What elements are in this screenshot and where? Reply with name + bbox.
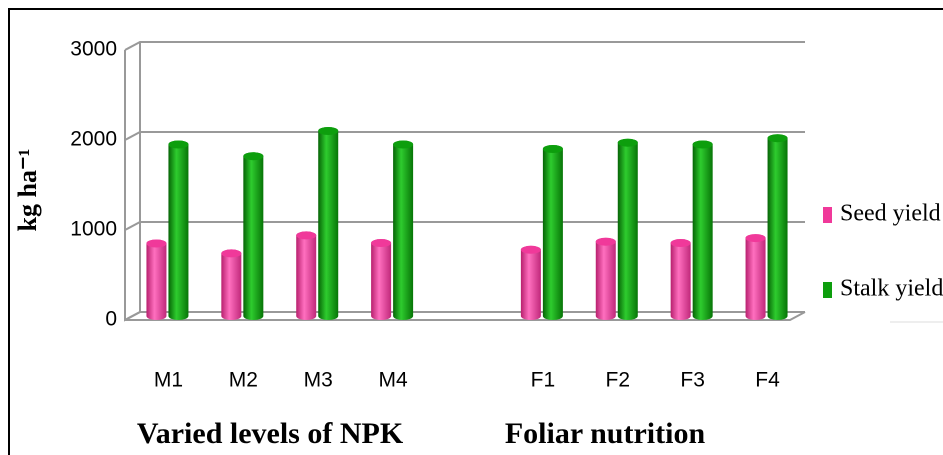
- bar-top: [318, 127, 339, 135]
- x-tick-label: F1: [531, 369, 556, 392]
- x-tick-label: M2: [229, 369, 258, 392]
- bar: [745, 234, 766, 320]
- bar-top: [520, 245, 541, 254]
- legend-label: Stalk yield: [840, 276, 943, 302]
- bar: [393, 140, 414, 320]
- y-tick-label: 0: [105, 308, 117, 331]
- x-tick-label: M1: [154, 369, 183, 392]
- bar-top: [221, 249, 242, 258]
- bar-top: [393, 140, 414, 149]
- bar-top: [692, 140, 713, 149]
- bar: [767, 134, 788, 320]
- x-tick-label: F3: [680, 369, 705, 392]
- group-label: Varied levels of NPK: [137, 417, 404, 450]
- bar-top: [146, 239, 167, 248]
- grid-line: [124, 41, 805, 51]
- bar-top: [617, 138, 638, 147]
- grid-line: [124, 131, 805, 141]
- legend-swatch: [823, 282, 832, 298]
- bar: [296, 231, 317, 320]
- legend-swatch: [823, 207, 832, 223]
- bar-top: [595, 237, 616, 246]
- bar: [371, 239, 392, 320]
- y-tick-label: 3000: [70, 38, 117, 61]
- bar: [146, 239, 167, 320]
- bar-top: [371, 239, 392, 248]
- bar: [520, 245, 541, 320]
- x-tick-label: M3: [304, 369, 333, 392]
- floor: [125, 311, 806, 321]
- bar: [243, 152, 264, 320]
- bar-top: [542, 145, 563, 153]
- bar: [221, 249, 242, 320]
- bar: [595, 237, 616, 320]
- y-tick-label: 2000: [70, 128, 117, 151]
- bar-top: [296, 231, 317, 240]
- bar: [318, 127, 339, 320]
- bar-top: [745, 234, 766, 243]
- bar: [670, 239, 691, 320]
- bar: [542, 145, 563, 320]
- side-wall: [124, 42, 141, 322]
- bar-top: [243, 152, 264, 161]
- bar: [692, 140, 713, 320]
- bar: [168, 140, 189, 320]
- grid-line: [124, 221, 805, 231]
- y-tick-label: 1000: [70, 218, 117, 241]
- group-label: Foliar nutrition: [505, 417, 706, 450]
- frame: [8, 8, 943, 455]
- x-tick-label: F2: [606, 369, 631, 392]
- grid-line: [124, 311, 805, 321]
- x-tick-label: F4: [755, 369, 780, 392]
- bar-top: [168, 140, 189, 149]
- bar: [617, 138, 638, 320]
- bar-top: [670, 239, 691, 248]
- x-tick-label: M4: [379, 369, 408, 392]
- bar-top: [767, 134, 788, 143]
- legend-label: Seed yield: [840, 201, 941, 227]
- y-axis-label: kg ha⁻¹: [13, 149, 42, 232]
